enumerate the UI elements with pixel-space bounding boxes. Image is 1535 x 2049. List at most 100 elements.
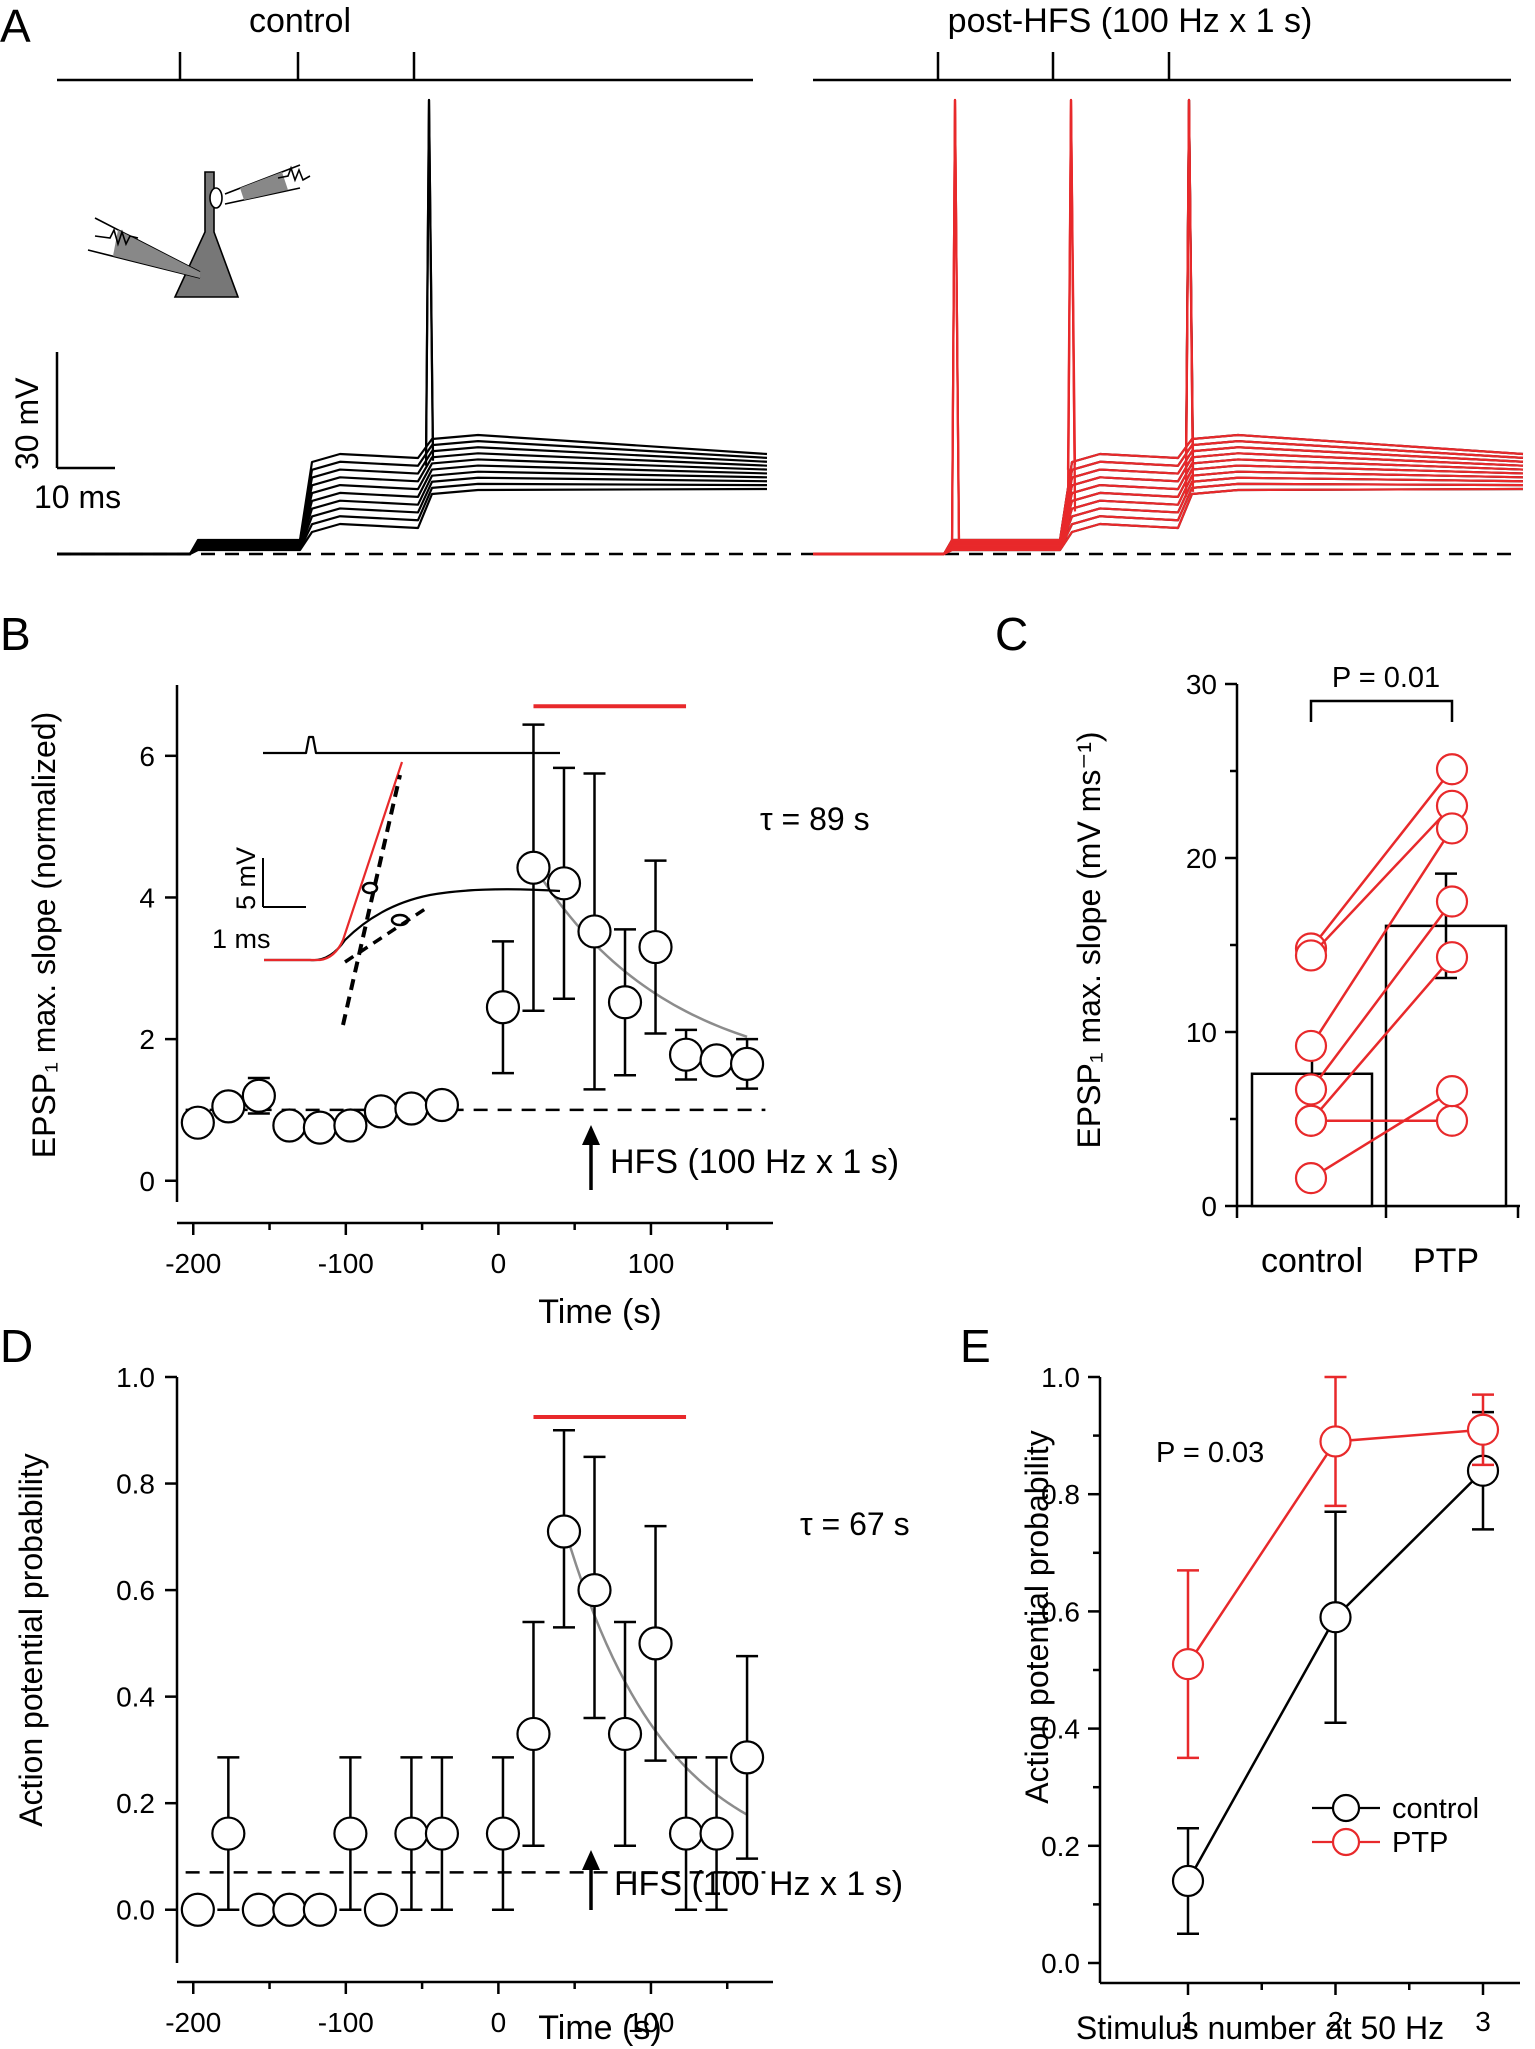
panel-b-hfs-arrow (582, 1125, 600, 1190)
scale-time: 10 ms (34, 479, 121, 515)
data-point (241, 1078, 276, 1113)
panel-b: 0 2 4 6 -200 -100 0 100 EPSP₁ max. slope (norma… (26, 685, 899, 1331)
legend-ptp-label: PTP (1392, 1827, 1448, 1859)
panel-c-ylabel: EPSP₁ max. slope (mV ms⁻¹) (1071, 731, 1107, 1148)
control-title: control (249, 2, 351, 40)
panel-e: 0.0 0.2 0.4 0.6 0.8 1.0 1 2 3 Action potential p… (1019, 1362, 1520, 2046)
panel-e-pvalue: P = 0.03 (1156, 1437, 1264, 1469)
panel-d-tau: τ = 67 s (800, 1506, 910, 1542)
paired-line (1310, 768, 1453, 950)
data-point (211, 1089, 246, 1124)
x-tick-label: 0 (491, 1248, 507, 1279)
panel-d-axes: 0.0 0.2 0.4 0.6 0.8 1.0 -200 -100 0 100 (116, 1362, 773, 2038)
data-point (729, 1740, 765, 1775)
post-hfs-title: post-HFS (100 Hz x 1 s) (948, 2, 1313, 40)
ptp-point (1435, 885, 1469, 918)
panel-b-xlabel: Time (s) (538, 1293, 661, 1331)
panel-e-letter: E (960, 1320, 991, 1372)
data-point (577, 1572, 612, 1608)
ptp-point (1435, 812, 1469, 845)
panel-c: 0 10 20 30 control PTP EPSP₁ max. slope (mV m… (1071, 662, 1520, 1280)
data-point (1319, 1601, 1352, 1634)
paired-line (1309, 827, 1454, 1047)
panel-c-axes: 0 10 20 30 control PTP (1186, 669, 1520, 1280)
y-tick-label: 0.6 (116, 1575, 155, 1606)
panel-d: 0.0 0.2 0.4 0.6 0.8 1.0 -200 -100 0 100 Action po… (13, 1362, 910, 2047)
membrane-trace (57, 487, 768, 556)
membrane-trace (57, 464, 768, 556)
paired-line (1310, 1090, 1453, 1180)
paired-line (1310, 804, 1453, 957)
membrane-trace (813, 464, 1524, 556)
x-tick-label: -200 (165, 2007, 221, 2038)
y-tick-label: 0 (1201, 1191, 1217, 1222)
legend-control-label: control (1392, 1793, 1479, 1825)
x-tick-label: 2 (1328, 2006, 1344, 2037)
data-point (516, 850, 551, 885)
panel-b-axes: 0 2 4 6 -200 -100 0 100 (139, 685, 773, 1279)
scale-voltage: 30 mV (9, 377, 45, 470)
post-hfs-traces (813, 98, 1524, 556)
y-tick-label: 0.0 (1041, 1948, 1080, 1979)
data-point (302, 1892, 337, 1927)
inset-scale-time: 1 ms (212, 924, 271, 954)
panel-b-inset (262, 735, 561, 1026)
data-point (180, 1105, 215, 1140)
control-point (1294, 1162, 1328, 1195)
data-point (546, 1514, 582, 1549)
data-point (333, 1816, 368, 1851)
neuron-schematic (87, 164, 311, 298)
data-point (577, 914, 612, 949)
data-point (424, 1816, 460, 1851)
membrane-trace (813, 464, 1524, 556)
panel-d-letter: D (0, 1320, 33, 1372)
panel-e-axes: 0.0 0.2 0.4 0.6 0.8 1.0 1 2 3 (1041, 1362, 1520, 2037)
x-tick-label: -100 (318, 2007, 374, 2038)
y-tick-label: 2 (139, 1024, 155, 1055)
y-tick-label: 0.4 (1041, 1714, 1080, 1745)
scale-bar (55, 352, 115, 470)
panel-c-pvalue: P = 0.01 (1332, 662, 1440, 694)
data-point (211, 1816, 246, 1851)
panel-e-ylabel: Action potential probability (1019, 1430, 1055, 1804)
y-tick-label: 20 (1186, 843, 1217, 874)
control-point (1294, 1104, 1328, 1137)
membrane-trace (57, 482, 768, 556)
data-point (638, 929, 673, 965)
x-tick-label: 1 (1180, 2006, 1196, 2037)
y-tick-label: 4 (139, 882, 155, 913)
action-potential (1066, 98, 1077, 470)
panel-b-tau: τ = 89 s (760, 801, 870, 837)
data-point (546, 866, 582, 901)
x-tick-label: 100 (628, 2007, 675, 2038)
data-point (485, 1816, 521, 1851)
control-traces (57, 98, 768, 556)
panel-a: control post-HFS (100 Hz x 1 s) 30 mV 10… (9, 2, 1524, 556)
y-tick-label: 0.2 (1041, 1831, 1080, 1862)
data-point (272, 1892, 307, 1927)
data-point (1171, 1648, 1205, 1681)
data-point (668, 1816, 704, 1851)
data-point (516, 1716, 551, 1752)
action-potential (1184, 98, 1195, 459)
x-category-label: PTP (1413, 1242, 1479, 1280)
panel-a-letter: A (0, 0, 31, 52)
data-point (1466, 1413, 1500, 1446)
membrane-trace (57, 433, 768, 556)
y-tick-label: 1.0 (1041, 1362, 1080, 1393)
x-tick-label: -100 (318, 1248, 374, 1279)
data-point (729, 1046, 765, 1081)
data-point (607, 1716, 643, 1752)
membrane-trace (813, 433, 1524, 556)
y-tick-label: 0.4 (116, 1682, 155, 1713)
ptp-point (1435, 941, 1469, 974)
y-tick-label: 1.0 (116, 1362, 155, 1393)
data-point (180, 1892, 215, 1927)
ptp-point (1435, 1075, 1469, 1108)
data-point (241, 1892, 276, 1927)
data-point (668, 1037, 704, 1072)
membrane-trace (813, 487, 1524, 556)
membrane-trace (813, 482, 1524, 556)
data-point (638, 1626, 673, 1661)
action-potential (950, 98, 961, 544)
